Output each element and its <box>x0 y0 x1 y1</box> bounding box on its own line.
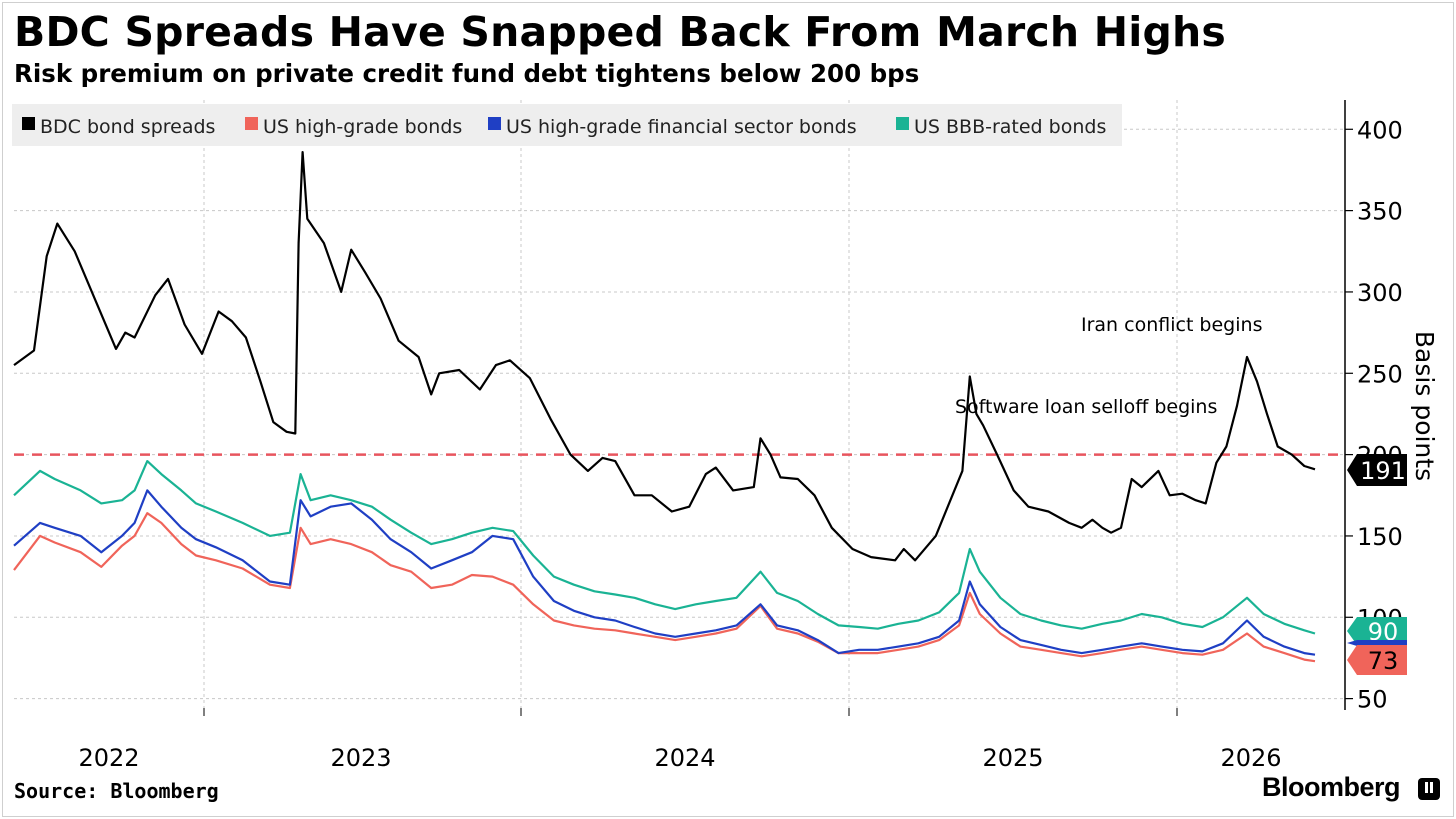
series-line-1 <box>13 512 1316 663</box>
series-line-2 <box>13 489 1316 656</box>
series-line-3 <box>13 460 1316 635</box>
annotation-label: Software loan selloff begins <box>955 396 1217 418</box>
y-tick-label: 50 <box>1357 686 1388 714</box>
legend-label: US high-grade financial sector bonds <box>506 116 857 138</box>
y-axis-label: Basis points <box>1410 331 1439 481</box>
x-tick-label: 2026 <box>1220 744 1281 772</box>
legend-swatch <box>488 117 501 130</box>
source-note: Source: Bloomberg <box>14 779 219 803</box>
chart-title: BDC Spreads Have Snapped Back From March… <box>14 8 1227 56</box>
financial-last-value-tag <box>1347 640 1407 646</box>
legend-box <box>12 104 1122 146</box>
y-tick-label: 350 <box>1357 198 1403 226</box>
high-grade-last-value-label: 73 <box>1368 647 1399 675</box>
high-grade-last-value-tag <box>1347 645 1407 675</box>
annotation-label: Iran conflict begins <box>1081 314 1262 336</box>
legend-label: US BBB-rated bonds <box>914 116 1106 138</box>
x-tick-label: 2022 <box>78 744 139 772</box>
x-tick-label: 2024 <box>654 744 715 772</box>
bloomberg-terminal-icon <box>1418 778 1440 800</box>
legend-label: BDC bond spreads <box>40 116 215 138</box>
legend-swatch <box>22 117 35 130</box>
series-line-0 <box>13 151 1316 562</box>
y-tick-label: 400 <box>1357 116 1403 144</box>
x-tick-label: 2025 <box>982 744 1043 772</box>
y-tick-label: 250 <box>1357 360 1403 388</box>
legend-label: US high-grade bonds <box>263 116 462 138</box>
bbb-last-value-tag <box>1347 617 1407 645</box>
x-axis: 2022 2023 2024 2025 2026 <box>78 708 1282 772</box>
legend-swatch <box>245 117 258 130</box>
chart-subtitle: Risk premium on private credit fund debt… <box>14 59 920 88</box>
bdc-last-value-tag <box>1347 454 1407 486</box>
legend: BDC bond spreads US high-grade bonds US hi… <box>12 104 1122 146</box>
bdc-last-value-label: 191 <box>1360 457 1406 485</box>
x-tick-label: 2023 <box>330 744 391 772</box>
series-group <box>13 151 1316 663</box>
annotations: Iran conflict begins Software loan sellof… <box>955 314 1262 418</box>
y-tick-label: 300 <box>1357 279 1403 307</box>
y-tick-label: 150 <box>1357 523 1403 551</box>
legend-swatch <box>896 117 909 130</box>
brand-logo: Bloomberg <box>1262 772 1401 802</box>
